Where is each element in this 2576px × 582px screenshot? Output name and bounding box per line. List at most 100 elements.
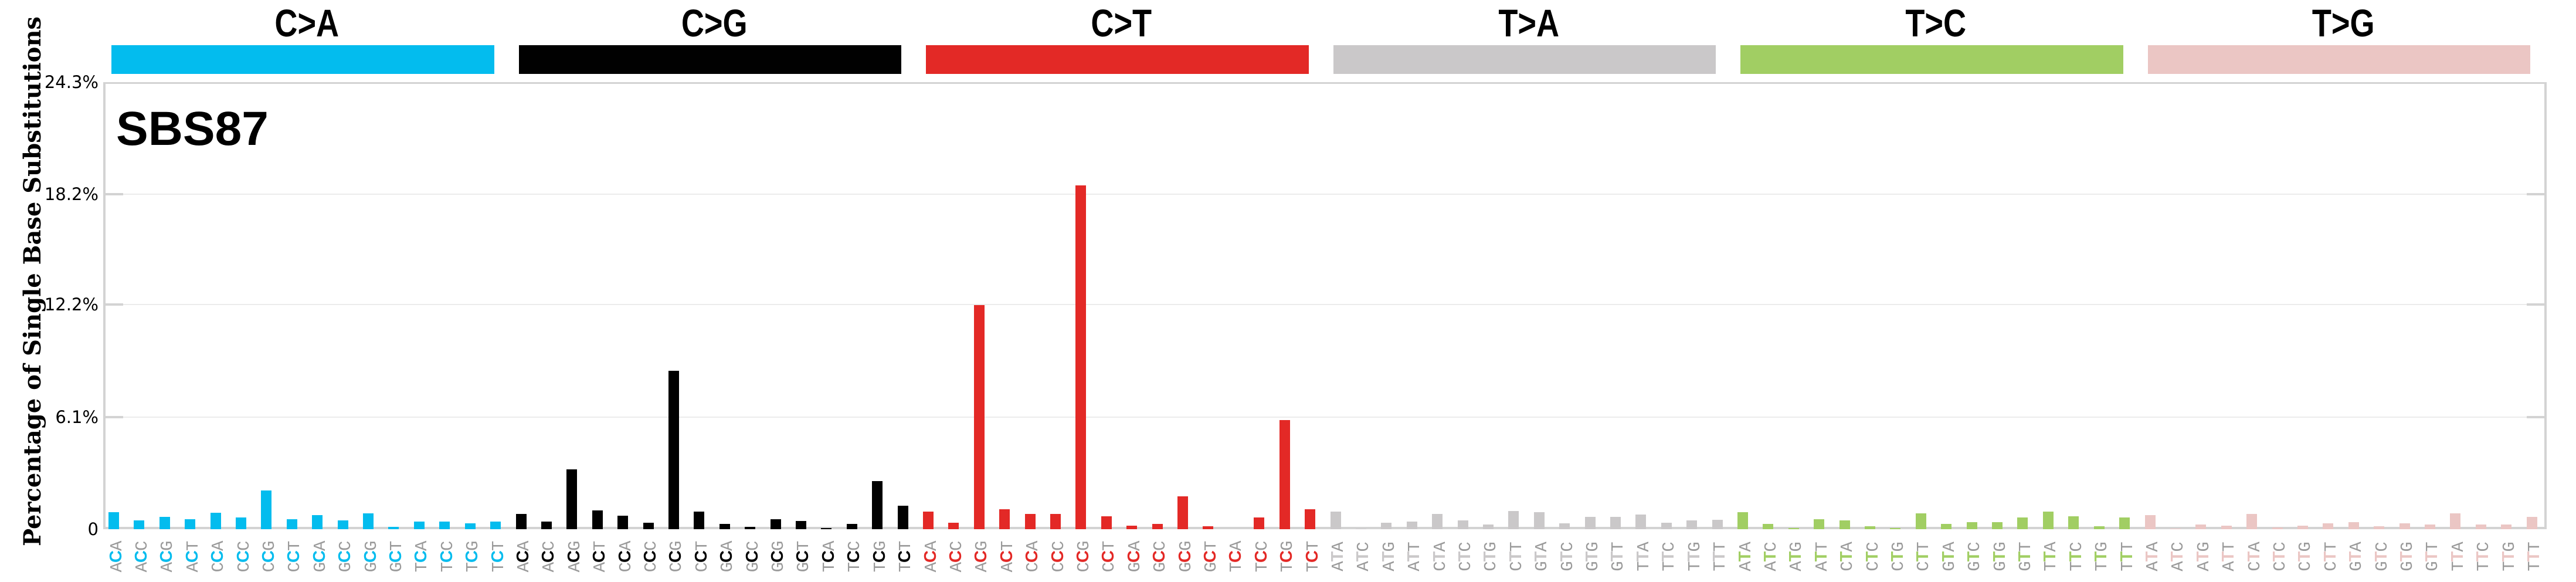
bar [185,519,196,529]
bar [1966,522,1977,529]
context-label: GTC [2371,542,2392,571]
y-tick-mark-right [2527,193,2544,196]
context-label: ACA [921,541,941,573]
category-title-c-to-a: C>A [274,1,340,45]
bar [1763,523,1774,529]
bar [1533,512,1545,529]
context-label: TTG [2499,542,2519,571]
context-label: GTG [2397,542,2418,571]
context-label: CTG [1888,542,1908,571]
bar [897,506,908,529]
context-label: ACG [972,541,992,573]
bar [515,513,527,529]
bar [2399,523,2410,529]
category-color-bar [518,45,901,74]
y-tick-label: 18.2% [44,184,99,205]
bar [1941,523,1952,529]
context-label: GCA [1124,541,1145,573]
bar [2093,526,2105,529]
context-label: TCG [1277,541,1298,573]
bar [413,521,425,529]
context-label: GTA [1939,542,1959,571]
bar [2424,524,2435,529]
context-label: CCT [691,541,712,573]
bar [1865,526,1876,529]
y-tick-label: 12.2% [44,295,99,315]
bar [795,520,806,529]
context-label: ATT [1811,542,1832,571]
bar [1559,523,1570,529]
context-label: CTT [2320,542,2341,571]
gridline [106,304,2544,306]
bar [1915,513,1926,529]
bar [999,509,1010,529]
context-label: GCA [717,541,738,573]
bar [872,481,883,529]
category-color-bar [111,45,494,74]
bar [745,526,756,529]
category-title-t-to-c: T>C [1905,1,1967,45]
context-label: ACC [131,541,152,573]
context-label: ACA [106,541,127,573]
context-label: TCG [463,541,483,573]
context-label: CCG [666,541,687,573]
context-label: GTG [1990,542,2010,571]
bar [566,469,578,529]
bar [1432,513,1443,529]
context-label: ATG [1786,542,1807,571]
bar [363,513,374,529]
bar [617,516,629,529]
bar [694,511,705,529]
bar [2246,513,2258,529]
bar [1814,519,1825,529]
bar [1686,520,1698,529]
context-label: CTG [2295,542,2316,571]
context-label: CTG [1481,542,1501,571]
context-label: CTT [1913,542,1934,571]
bar [2323,523,2334,529]
context-label: GTC [1557,542,1577,571]
context-label: TTA [2448,542,2468,571]
y-tick-label: 6.1% [55,407,99,427]
context-label: GCA [310,541,330,573]
context-label: CCA [1023,541,1043,573]
bar [159,517,170,529]
context-label: ACT [182,541,203,573]
context-label: CCC [641,541,661,573]
context-label: TTT [1710,542,1730,571]
context-label: CCA [208,541,229,573]
context-label: ACT [590,541,610,573]
context-label: ATA [2143,542,2163,571]
bar [1177,496,1189,529]
context-label: CTA [1430,542,1450,571]
bar [668,370,679,529]
context-label: ATA [1735,542,1756,571]
bar [388,527,399,529]
context-label: GCC [742,541,763,573]
bar [2144,515,2156,529]
context-label: GTG [1583,542,1603,571]
bar [1152,524,1163,529]
context-label: CTC [1455,542,1476,571]
context-label: GTT [2422,542,2443,571]
category-title-t-to-g: T>G [2312,1,2375,45]
context-label: ATC [1353,542,1374,571]
bar [1584,516,1596,529]
context-label: CCC [233,541,254,573]
bar [2348,522,2359,529]
context-label: TTC [2066,542,2086,571]
context-label: CCG [1073,541,1094,573]
context-label: ATG [1379,542,1399,571]
context-label: GTT [2015,542,2035,571]
bar [1101,516,1112,529]
bar [1661,522,1672,529]
bar [134,520,145,529]
bar [846,524,857,529]
context-label: ATA [1328,542,1348,571]
signature-name: SBS87 [116,102,269,155]
context-label: TCG [870,541,890,573]
bar [2221,525,2232,529]
context-label: CTA [2244,542,2265,571]
bar [108,512,119,529]
bar [719,524,730,529]
